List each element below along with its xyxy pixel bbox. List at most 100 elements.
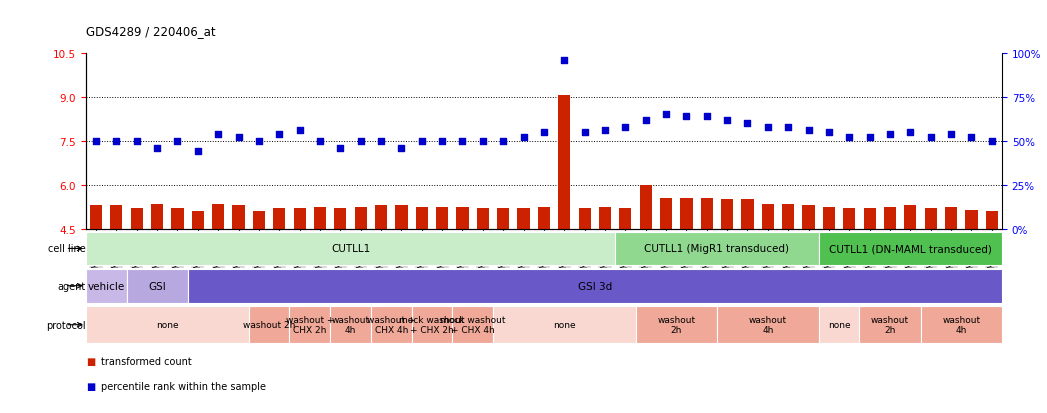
Bar [476, 209, 489, 229]
Bar [517, 209, 530, 229]
Text: mock washout
+ CHX 2h: mock washout + CHX 2h [399, 316, 465, 334]
Point [495, 138, 512, 145]
Bar [151, 204, 163, 229]
Point [433, 138, 450, 145]
Bar [616, 232, 819, 266]
Bar [411, 306, 452, 344]
Text: washout
4h: washout 4h [942, 316, 980, 334]
Point [556, 57, 573, 64]
Text: transformed count: transformed count [101, 357, 192, 367]
Text: none: none [828, 320, 850, 330]
Point [983, 138, 1000, 145]
Text: ■: ■ [86, 382, 95, 392]
Text: GDS4289 / 220406_at: GDS4289 / 220406_at [86, 25, 216, 38]
Bar [920, 306, 1002, 344]
Bar [416, 207, 428, 229]
Bar [314, 207, 326, 229]
Point [922, 135, 939, 141]
Point [942, 131, 959, 138]
Point [312, 138, 329, 145]
Point [352, 138, 369, 145]
Bar [131, 209, 142, 229]
Point [414, 138, 430, 145]
Point [821, 129, 838, 136]
Point [129, 138, 146, 145]
Bar [619, 209, 631, 229]
Bar [355, 207, 366, 229]
Point [373, 138, 389, 145]
Text: cell line: cell line [48, 244, 86, 254]
Bar [802, 206, 815, 229]
Point [597, 128, 614, 134]
Point [800, 128, 817, 134]
Bar [640, 185, 652, 229]
Point [271, 131, 288, 138]
Text: GSI 3d: GSI 3d [578, 281, 611, 291]
Bar [232, 206, 245, 229]
Bar [334, 209, 347, 229]
Bar [436, 207, 448, 229]
Bar [273, 209, 286, 229]
Text: washout
4h: washout 4h [332, 316, 370, 334]
Point [209, 131, 226, 138]
Text: GSI: GSI [149, 281, 166, 291]
Point [190, 149, 206, 155]
Point [698, 114, 715, 120]
Bar [558, 96, 571, 229]
Point [658, 112, 674, 119]
Bar [86, 232, 616, 266]
Bar [823, 207, 836, 229]
Bar [762, 204, 774, 229]
Text: protocol: protocol [46, 320, 86, 330]
Bar [945, 207, 957, 229]
Point [963, 135, 980, 141]
Point [882, 131, 898, 138]
Bar [717, 306, 819, 344]
Bar [371, 306, 411, 344]
Bar [700, 199, 713, 229]
Bar [965, 210, 978, 229]
Text: ■: ■ [86, 357, 95, 367]
Point [332, 145, 349, 152]
Bar [579, 209, 591, 229]
Point [739, 121, 756, 127]
Bar [905, 206, 916, 229]
Bar [192, 211, 204, 229]
Bar [110, 206, 122, 229]
Point [291, 128, 308, 134]
Bar [249, 306, 289, 344]
Bar [456, 207, 469, 229]
Text: washout
2h: washout 2h [658, 316, 695, 334]
Text: washout
4h: washout 4h [749, 316, 787, 334]
Bar [396, 206, 407, 229]
Bar [127, 269, 187, 303]
Point [515, 135, 532, 141]
Text: CUTLL1 (DN-MAML transduced): CUTLL1 (DN-MAML transduced) [829, 244, 992, 254]
Bar [860, 306, 920, 344]
Bar [660, 199, 672, 229]
Point [718, 117, 735, 124]
Text: washout
2h: washout 2h [871, 316, 909, 334]
Point [759, 124, 776, 131]
Point [474, 138, 491, 145]
Bar [819, 306, 860, 344]
Text: CUTLL1: CUTLL1 [331, 244, 371, 254]
Bar [864, 209, 875, 229]
Bar [452, 306, 493, 344]
Bar [289, 306, 330, 344]
Bar [741, 200, 754, 229]
Bar [681, 199, 692, 229]
Bar [90, 206, 103, 229]
Bar [636, 306, 717, 344]
Bar [293, 209, 306, 229]
Text: CUTLL1 (MigR1 transduced): CUTLL1 (MigR1 transduced) [645, 244, 789, 254]
Point [454, 138, 471, 145]
Bar [884, 207, 896, 229]
Point [149, 145, 165, 152]
Point [617, 124, 633, 131]
Point [841, 135, 857, 141]
Bar [213, 204, 224, 229]
Bar [538, 207, 550, 229]
Text: none: none [553, 320, 576, 330]
Point [230, 135, 247, 141]
